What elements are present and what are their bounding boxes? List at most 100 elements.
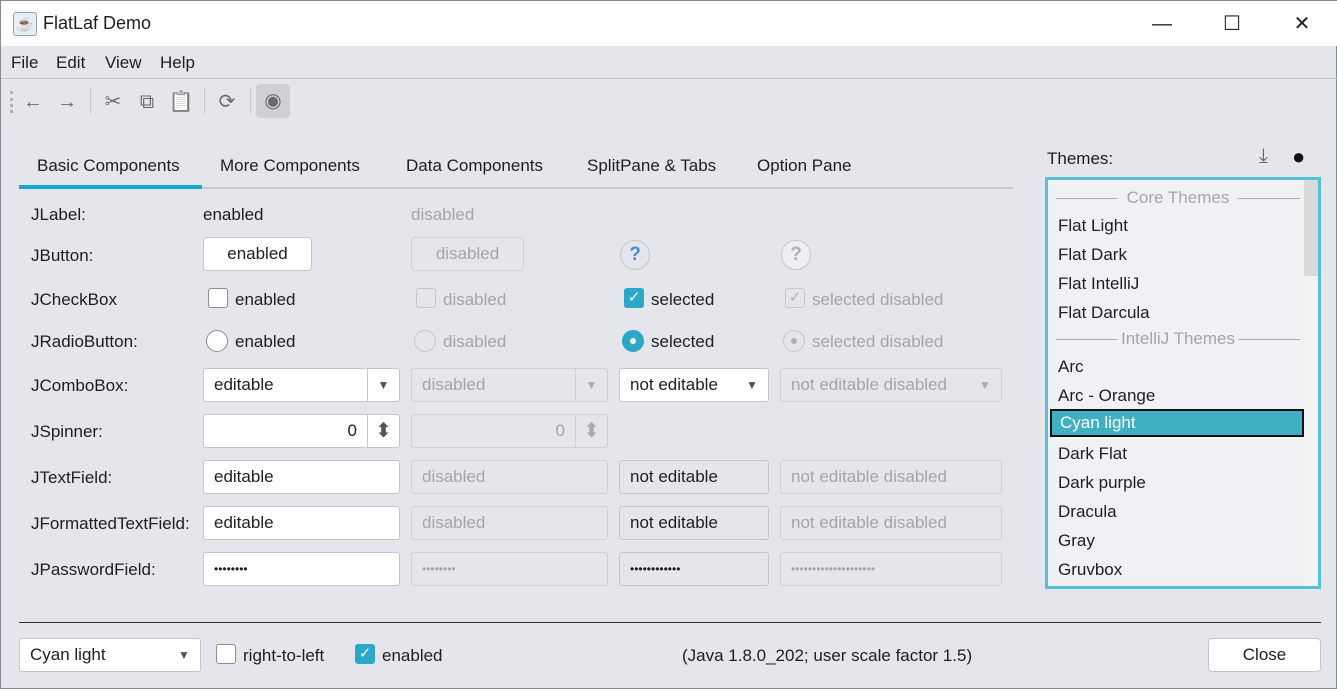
not-editable-combobox[interactable]: not editable ▼	[619, 368, 769, 402]
label-disabled: disabled	[411, 205, 475, 224]
java-app-icon: ☕	[13, 12, 37, 36]
theme-item[interactable]: Flat Light	[1058, 216, 1128, 235]
checkbox-disabled-label: disabled	[443, 290, 507, 309]
password-editable[interactable]: ••••••••	[203, 552, 400, 586]
right-to-left-label[interactable]: right-to-left	[243, 646, 325, 665]
theme-item[interactable]: Dark Flat	[1058, 444, 1127, 463]
disabled-combobox: disabled ▼	[411, 368, 608, 402]
tab-option-pane[interactable]: Option Pane	[757, 156, 852, 175]
checkbox-enabled-label[interactable]: enabled	[235, 290, 296, 309]
combo-value: disabled	[422, 375, 486, 394]
enabled-checkbox[interactable]: ✓	[355, 644, 375, 664]
enabled-label[interactable]: enabled	[382, 646, 443, 665]
jformattedtextfield-label: JFormattedTextField:	[31, 514, 190, 533]
spinner-value[interactable]: 0	[347, 421, 357, 440]
bottom-divider	[19, 622, 1321, 623]
theme-item[interactable]: Flat Dark	[1058, 245, 1127, 264]
checkbox-selected[interactable]: ✓	[624, 288, 644, 308]
checkbox-selected-disabled: ✓	[785, 288, 805, 308]
chevron-down-icon[interactable]: ▼	[746, 378, 758, 392]
toolbar-grip[interactable]	[10, 91, 13, 113]
radio-enabled-label[interactable]: enabled	[235, 332, 296, 351]
tab-divider	[19, 187, 1013, 189]
eye-toggle-icon[interactable]: ◉	[256, 84, 290, 118]
theme-item[interactable]: Dracula	[1058, 502, 1117, 521]
paste-icon[interactable]: 📋	[168, 91, 194, 113]
jlabel-label: JLabel:	[31, 205, 86, 224]
theme-item[interactable]: Flat IntelliJ	[1058, 274, 1140, 293]
jtextfield-label: JTextField:	[31, 468, 113, 487]
theme-item-selected[interactable]: Cyan light	[1050, 409, 1304, 437]
textfield-editable[interactable]: editable	[203, 460, 400, 494]
password-disabled: ••••••••	[411, 552, 608, 586]
theme-item[interactable]: Gray	[1058, 531, 1095, 550]
chevron-down-icon: ▼	[575, 369, 607, 401]
download-icon[interactable]: ⤓	[1259, 145, 1268, 167]
menu-view[interactable]: View	[105, 53, 142, 72]
java-info-text: (Java 1.8.0_202; user scale factor 1.5)	[682, 646, 973, 665]
formatted-not-editable-disabled: not editable disabled	[780, 506, 1002, 540]
help-button[interactable]: ?	[620, 240, 650, 270]
forward-icon[interactable]: →	[57, 91, 77, 113]
tab-basic-components[interactable]: Basic Components	[37, 156, 180, 175]
theme-combo-value: Cyan light	[30, 645, 106, 664]
theme-item[interactable]: Dark purple	[1058, 473, 1146, 492]
theme-item[interactable]: Arc	[1058, 357, 1084, 376]
tab-splitpane-tabs[interactable]: SplitPane & Tabs	[587, 156, 717, 175]
editable-combobox[interactable]: editable ▼	[203, 368, 400, 402]
radio-selected-disabled-label: selected disabled	[812, 332, 944, 351]
menu-edit[interactable]: Edit	[56, 53, 86, 72]
themes-label: Themes:	[1047, 149, 1114, 168]
textfield-not-editable[interactable]: not editable	[619, 460, 769, 494]
jcombobox-label: JComboBox:	[31, 376, 129, 395]
chevron-down-icon[interactable]: ▼	[367, 369, 399, 401]
themes-scrollbar[interactable]	[1304, 180, 1318, 586]
toolbar-separator	[204, 88, 205, 114]
back-icon[interactable]: ←	[23, 91, 43, 113]
radio-selected[interactable]	[622, 330, 644, 352]
scrollbar-thumb[interactable]	[1304, 180, 1318, 276]
formatted-disabled: disabled	[411, 506, 608, 540]
close-window-button[interactable]: ✕	[1293, 13, 1311, 35]
enabled-button[interactable]: enabled	[203, 237, 312, 271]
github-icon[interactable]: ●	[1292, 144, 1306, 169]
checkbox-selected-label[interactable]: selected	[651, 290, 715, 309]
close-button[interactable]: Close	[1208, 638, 1321, 672]
radio-enabled[interactable]	[206, 330, 228, 352]
label-enabled: enabled	[203, 205, 264, 224]
copy-icon[interactable]: ⧉	[139, 91, 155, 113]
radio-selected-label[interactable]: selected	[651, 332, 715, 351]
spinner-disabled: 0 ⬍	[411, 414, 608, 448]
password-not-editable[interactable]: ••••••••••••	[619, 552, 769, 586]
right-to-left-checkbox[interactable]	[216, 644, 236, 664]
intellij-themes-header: IntelliJ Themes	[1056, 329, 1300, 349]
theme-item[interactable]: Flat Darcula	[1058, 303, 1150, 322]
chevron-down-icon[interactable]: ▼	[178, 648, 190, 662]
maximize-button[interactable]: ☐	[1223, 13, 1241, 35]
menu-help[interactable]: Help	[160, 53, 195, 72]
checkbox-enabled[interactable]	[208, 288, 228, 308]
tab-data-components[interactable]: Data Components	[406, 156, 544, 175]
formatted-not-editable[interactable]: not editable	[619, 506, 769, 540]
spinner-arrows-icon[interactable]: ⬍	[367, 415, 399, 447]
theme-combobox[interactable]: Cyan light ▼	[19, 638, 201, 672]
theme-item[interactable]: Arc - Orange	[1058, 386, 1156, 405]
textfield-disabled: disabled	[411, 460, 608, 494]
textfield-not-editable-disabled: not editable disabled	[780, 460, 1002, 494]
refresh-icon[interactable]: ⟳	[218, 91, 236, 113]
combo-value: not editable	[630, 375, 718, 394]
not-editable-disabled-combobox: not editable disabled ▼	[780, 368, 1002, 402]
spinner[interactable]: 0 ⬍	[203, 414, 400, 448]
combo-value[interactable]: editable	[214, 375, 274, 394]
menu-file[interactable]: File	[11, 53, 39, 72]
formatted-editable[interactable]: editable	[203, 506, 400, 540]
tab-more-components[interactable]: More Components	[220, 156, 360, 175]
minimize-button[interactable]: —	[1152, 13, 1172, 35]
themes-list[interactable]: Core Themes Flat Light Flat Dark Flat In…	[1045, 177, 1321, 589]
checkbox-disabled	[416, 288, 436, 308]
cut-icon[interactable]: ✂	[104, 91, 122, 113]
theme-item[interactable]: Gruvbox	[1058, 560, 1123, 579]
menu-bar	[1, 46, 1337, 79]
title-bar	[1, 1, 1337, 46]
jpasswordfield-label: JPasswordField:	[31, 560, 156, 579]
